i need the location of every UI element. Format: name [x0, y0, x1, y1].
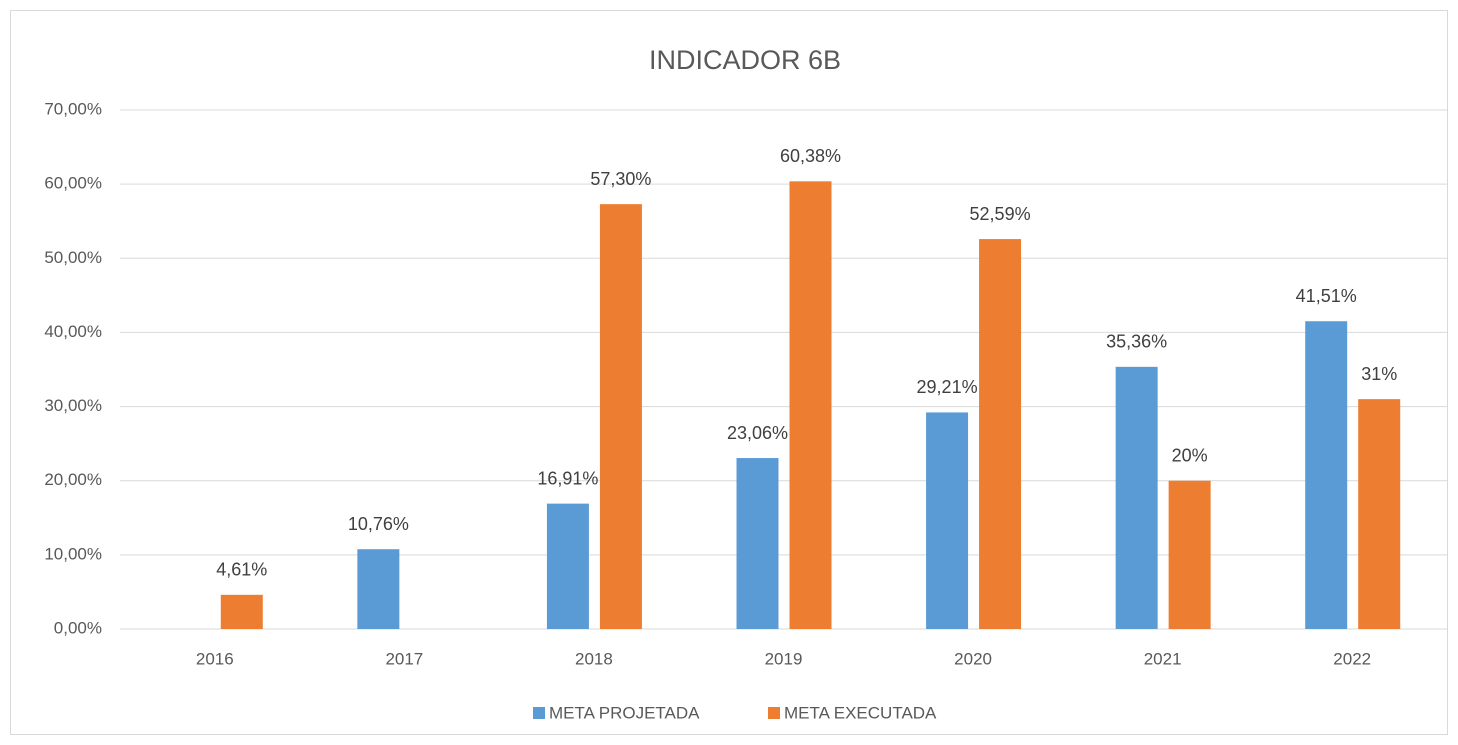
- bar: [789, 181, 832, 629]
- x-tick-label: 2016: [196, 649, 234, 668]
- bar: [926, 412, 969, 629]
- legend-swatch: [768, 707, 780, 719]
- x-tick-label: 2022: [1333, 649, 1371, 668]
- data-label: 4,61%: [216, 560, 267, 580]
- legend-swatch: [533, 707, 545, 719]
- data-label: 29,21%: [917, 377, 978, 397]
- bar: [1115, 366, 1158, 629]
- y-tick-label: 10,00%: [44, 544, 102, 563]
- data-label: 31%: [1361, 364, 1397, 384]
- bar: [1305, 321, 1348, 629]
- legend-label: META PROJETADA: [549, 703, 700, 722]
- y-tick-label: 40,00%: [44, 322, 102, 341]
- x-tick-label: 2017: [385, 649, 423, 668]
- bar: [546, 503, 589, 629]
- bar: [736, 458, 779, 629]
- bar: [979, 239, 1022, 630]
- data-label: 57,30%: [590, 169, 651, 189]
- x-tick-label: 2021: [1144, 649, 1182, 668]
- y-tick-label: 20,00%: [44, 470, 102, 489]
- x-tick-label: 2019: [765, 649, 803, 668]
- y-tick-label: 70,00%: [44, 99, 102, 118]
- bar: [1168, 480, 1211, 629]
- y-tick-label: 30,00%: [44, 396, 102, 415]
- data-label: 20%: [1172, 445, 1208, 465]
- bar: [357, 549, 400, 629]
- bar: [599, 204, 642, 629]
- y-tick-label: 50,00%: [44, 248, 102, 267]
- legend-label: META EXECUTADA: [784, 703, 937, 722]
- y-tick-label: 60,00%: [44, 174, 102, 193]
- data-label: 16,91%: [537, 468, 598, 488]
- data-label: 60,38%: [780, 146, 841, 166]
- x-tick-label: 2018: [575, 649, 613, 668]
- data-label: 52,59%: [970, 204, 1031, 224]
- data-label: 10,76%: [348, 514, 409, 534]
- bar: [220, 594, 263, 629]
- data-label: 23,06%: [727, 423, 788, 443]
- data-label: 41,51%: [1296, 286, 1357, 306]
- chart-title: INDICADOR 6B: [649, 45, 841, 75]
- y-tick-label: 0,00%: [54, 618, 102, 637]
- bar: [1358, 399, 1401, 629]
- data-label: 35,36%: [1106, 332, 1167, 352]
- x-tick-label: 2020: [954, 649, 992, 668]
